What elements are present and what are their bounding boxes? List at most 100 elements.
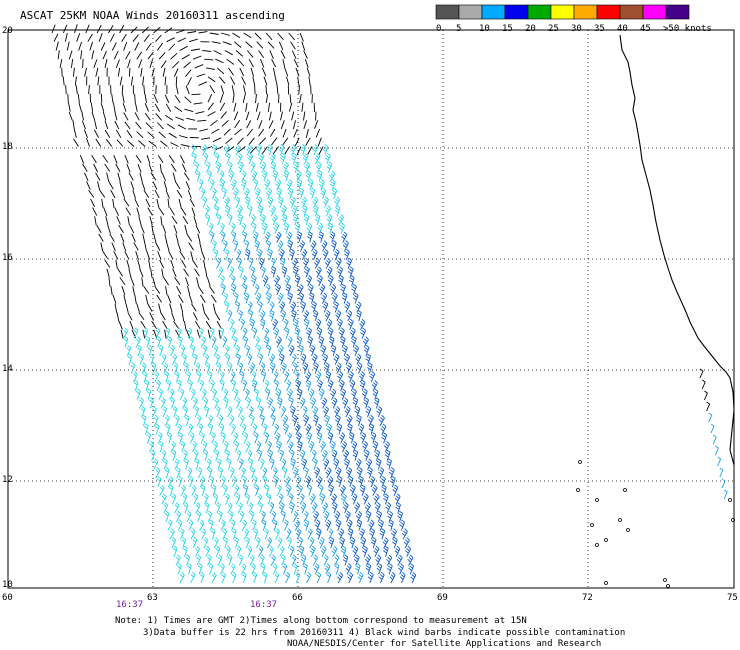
wind-barb — [340, 336, 346, 348]
wind-barb — [289, 545, 295, 557]
wind-barb — [100, 102, 105, 112]
wind-barb — [93, 163, 99, 173]
wind-barb — [365, 510, 372, 523]
wind-barb — [331, 397, 338, 409]
legend-label: 40 — [617, 24, 628, 34]
wind-barb — [268, 545, 274, 558]
wind-barb — [322, 301, 329, 313]
wind-barb — [278, 144, 285, 156]
wind-barb — [128, 67, 131, 77]
wind-barb — [149, 397, 154, 409]
wind-barb — [105, 216, 109, 226]
wind-barb — [271, 510, 277, 523]
wind-barb — [269, 353, 276, 365]
wind-barb — [287, 536, 293, 549]
wind-barb — [213, 50, 222, 55]
wind-barb — [169, 207, 175, 216]
wind-barb — [330, 440, 336, 453]
wind-barb — [309, 493, 316, 505]
wind-barb — [216, 502, 221, 514]
wind-barb — [297, 440, 303, 453]
wind-barb — [298, 85, 300, 95]
wind-barb — [180, 440, 186, 453]
wind-barb — [373, 397, 380, 409]
wind-barb — [191, 93, 201, 96]
wind-barb — [285, 484, 292, 496]
wind-barb — [146, 155, 151, 164]
wind-barb — [296, 231, 303, 243]
wind-barb — [214, 152, 220, 165]
wind-barb — [331, 187, 338, 200]
wind-barb — [156, 475, 162, 488]
wind-barb — [263, 76, 268, 86]
wind-barb — [215, 353, 221, 365]
wind-barb — [191, 48, 200, 51]
wind-barb — [181, 259, 187, 269]
wind-barb — [153, 94, 159, 103]
wind-barb — [223, 388, 229, 400]
wind-barb — [315, 371, 322, 383]
wind-barb — [181, 536, 187, 549]
lon-tick-63: 63 — [147, 593, 158, 603]
wind-barb — [74, 24, 78, 34]
wind-barb — [61, 67, 63, 77]
wind-barb — [138, 59, 143, 69]
wind-barb — [351, 283, 357, 296]
wind-barb — [76, 33, 81, 42]
wind-barb — [234, 120, 241, 129]
wind-barb — [710, 423, 715, 434]
wind-barb — [330, 493, 337, 505]
wind-barb — [146, 388, 152, 400]
wind-barb — [302, 257, 309, 269]
wind-barb — [178, 198, 182, 208]
wind-barb — [212, 388, 218, 400]
wind-barb — [371, 379, 378, 392]
wind-barb — [359, 528, 366, 540]
wind-barb — [255, 336, 260, 348]
wind-barb — [270, 161, 277, 173]
wind-barb — [245, 144, 252, 156]
wind-barb — [287, 336, 293, 348]
wind-barb — [59, 59, 63, 68]
wind-barb — [246, 397, 252, 409]
wind-barb — [346, 414, 353, 427]
wind-barb — [396, 554, 403, 566]
wind-barb — [228, 67, 234, 76]
wind-barb — [232, 336, 238, 348]
wind-barb — [335, 310, 342, 322]
wind-barb — [264, 528, 269, 540]
wind-barb — [286, 179, 293, 191]
wind-barb — [246, 120, 252, 129]
wind-barb — [338, 528, 345, 540]
wind-barb — [250, 146, 257, 154]
wind-barb — [213, 537, 219, 549]
wind-barb — [62, 24, 68, 34]
wind-barb — [161, 353, 167, 365]
wind-barb — [214, 449, 220, 461]
wind-barb — [237, 406, 243, 418]
wind-barb — [719, 467, 724, 478]
wind-barb — [260, 458, 265, 470]
wind-barb — [318, 179, 325, 191]
wind-barb — [193, 216, 198, 226]
wind-barb — [253, 179, 259, 191]
wind-barb — [231, 475, 237, 488]
lon-tick-69: 69 — [437, 593, 448, 603]
wind-barb — [256, 397, 262, 409]
wind-barb — [195, 362, 201, 374]
wind-barb — [216, 213, 222, 226]
wind-barb — [294, 519, 301, 531]
wind-barb — [252, 76, 256, 86]
wind-barb — [207, 554, 212, 566]
wind-barb — [303, 120, 308, 130]
wind-barb — [387, 563, 393, 575]
wind-barb — [176, 563, 182, 575]
wind-barb — [214, 312, 221, 321]
wind-barb — [185, 181, 191, 190]
wind-barb — [189, 432, 195, 444]
wind-barb — [284, 327, 290, 339]
wind-barb — [241, 423, 247, 435]
wind-barb — [237, 152, 243, 165]
wind-barb — [378, 414, 385, 427]
wind-barb — [276, 397, 283, 409]
